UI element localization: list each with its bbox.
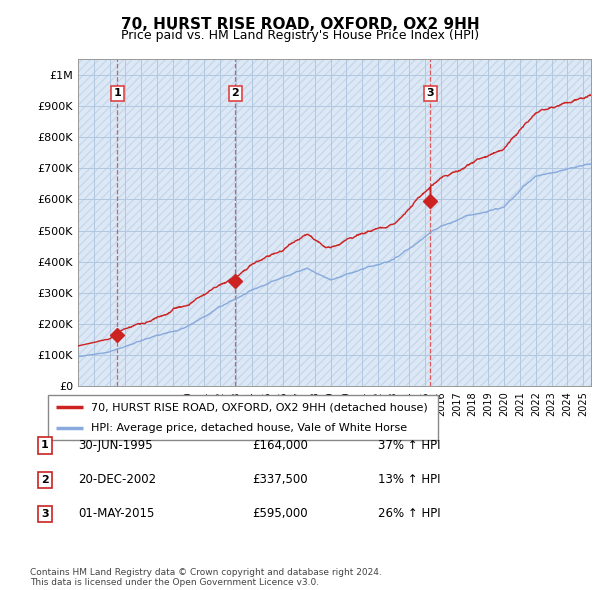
Text: £595,000: £595,000 xyxy=(252,507,308,520)
Text: 37% ↑ HPI: 37% ↑ HPI xyxy=(378,439,440,452)
Text: £337,500: £337,500 xyxy=(252,473,308,486)
Text: 26% ↑ HPI: 26% ↑ HPI xyxy=(378,507,440,520)
Text: 13% ↑ HPI: 13% ↑ HPI xyxy=(378,473,440,486)
FancyBboxPatch shape xyxy=(48,395,438,440)
Text: £164,000: £164,000 xyxy=(252,439,308,452)
Text: 3: 3 xyxy=(41,509,49,519)
Text: 70, HURST RISE ROAD, OXFORD, OX2 9HH: 70, HURST RISE ROAD, OXFORD, OX2 9HH xyxy=(121,17,479,31)
Text: 01-MAY-2015: 01-MAY-2015 xyxy=(78,507,154,520)
Text: Contains HM Land Registry data © Crown copyright and database right 2024.
This d: Contains HM Land Registry data © Crown c… xyxy=(30,568,382,587)
Text: 2: 2 xyxy=(41,475,49,484)
Text: Price paid vs. HM Land Registry's House Price Index (HPI): Price paid vs. HM Land Registry's House … xyxy=(121,30,479,42)
Text: 2: 2 xyxy=(232,88,239,99)
Text: 3: 3 xyxy=(427,88,434,99)
Text: 20-DEC-2002: 20-DEC-2002 xyxy=(78,473,156,486)
Text: 30-JUN-1995: 30-JUN-1995 xyxy=(78,439,152,452)
Text: 1: 1 xyxy=(41,441,49,450)
Text: 1: 1 xyxy=(113,88,121,99)
Text: 70, HURST RISE ROAD, OXFORD, OX2 9HH (detached house): 70, HURST RISE ROAD, OXFORD, OX2 9HH (de… xyxy=(91,402,428,412)
Text: HPI: Average price, detached house, Vale of White Horse: HPI: Average price, detached house, Vale… xyxy=(91,422,407,432)
